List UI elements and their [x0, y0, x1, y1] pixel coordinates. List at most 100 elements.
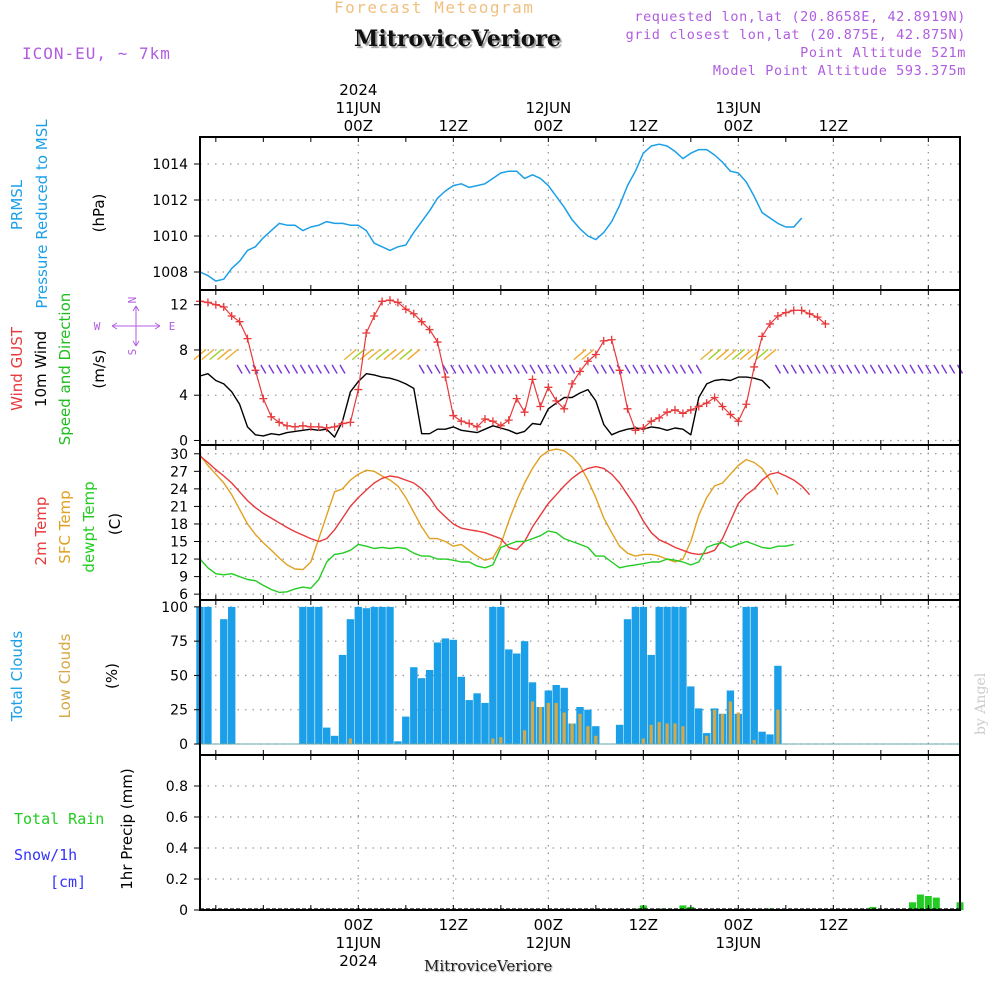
wind-gust-point [599, 336, 608, 345]
rain-bar [679, 905, 687, 910]
2m-temp-label: 2m Temp [32, 497, 50, 566]
wind-direction-arrow [283, 364, 291, 374]
wind-gust-point [758, 332, 767, 341]
wind-direction-arrow [917, 364, 924, 374]
y-tick-label: 0 [179, 903, 188, 919]
snow-legend: Snow/1h [14, 846, 77, 864]
wind-direction-arrow [201, 348, 215, 361]
time-label-bottom: 00Z [344, 916, 373, 934]
wind-gust-point [678, 409, 687, 418]
pressure-panel-frame [199, 136, 961, 291]
wind-gust-point [631, 426, 640, 435]
wind-direction-arrow [418, 364, 425, 374]
low-cloud-bar [348, 738, 352, 744]
wind-direction-arrow [225, 348, 239, 361]
wind-direction-arrow [391, 348, 405, 361]
time-label-top: 00Z [344, 117, 373, 135]
wind-gust-point [235, 317, 244, 326]
wind-direction-arrow [268, 364, 275, 374]
wind-gust-point [766, 319, 774, 328]
wind-gust-point [663, 408, 672, 417]
wind-direction-arrow [782, 364, 789, 374]
wind-direction-arrow [846, 364, 853, 374]
low-cloud-bar [665, 723, 669, 745]
compass-arrows-icon [111, 305, 161, 347]
wind-gust-point [568, 379, 577, 388]
plot-layer [194, 144, 964, 911]
total-cloud-bar [481, 702, 489, 745]
wind-direction-arrow [367, 348, 381, 361]
total-cloud-bar [362, 608, 370, 744]
wind-gust-point [544, 383, 553, 392]
time-label-bottom: 12Z [439, 916, 468, 934]
wind-dir-label: Speed and Direction [56, 293, 74, 446]
wind-direction-arrow [260, 364, 267, 374]
total-cloud-bar [378, 606, 386, 745]
wind-direction-arrow [399, 348, 413, 361]
wind-direction-arrow [545, 364, 552, 374]
wind-direction-arrow [466, 364, 473, 374]
total-cloud-bar [315, 606, 323, 745]
total-cloud-bar [330, 735, 339, 744]
wind-gust-point [528, 375, 537, 384]
y-tick-label: 75 [170, 634, 188, 650]
wind-direction-arrow [861, 364, 869, 374]
wind-direction-arrow [869, 364, 877, 374]
total-cloud-bar [505, 649, 513, 744]
wind-gust-point [362, 328, 371, 337]
total-cloud-bar [513, 653, 521, 744]
total-cloud-bar [323, 727, 331, 745]
total-cloud-bar [370, 606, 378, 745]
wind-direction-arrow [331, 364, 338, 374]
wind-direction-arrow [458, 364, 465, 374]
total-cloud-bar [465, 700, 473, 744]
time-label-bottom: 11JUN [335, 934, 381, 952]
pressure-label-long: Pressure Reduced to MSL [33, 119, 51, 309]
y-tick-label: 18 [170, 517, 188, 533]
time-label-top: 12JUN [525, 99, 571, 117]
wind-gust-point [449, 411, 458, 420]
y-tick-label: 0.2 [166, 872, 188, 888]
time-label-bottom: 13JUN [715, 934, 761, 952]
wind-gust-point [496, 421, 505, 430]
total-cloud-bar [338, 654, 347, 745]
wind-gust-point [481, 414, 489, 423]
wind-direction-arrow [790, 364, 797, 374]
wind-direction-arrow [343, 348, 357, 361]
wind-gust-point [512, 394, 521, 403]
wind-gust-point [671, 405, 679, 414]
wind-direction-arrow [561, 364, 568, 374]
wind-direction-arrow [679, 364, 687, 374]
info-requested: requested lon,lat (20.8658E, 42.8919N) [634, 9, 966, 25]
wind-gust-point [409, 309, 418, 318]
wind-direction-arrow [731, 348, 745, 361]
total-cloud-bar [615, 724, 624, 744]
low-cloud-bar [570, 723, 574, 745]
wind-direction-arrow [933, 364, 940, 374]
total-cloud-bar [299, 606, 307, 745]
wind-gust-point [781, 308, 790, 317]
wind-gust-point [457, 417, 466, 426]
wind-direction-arrow [687, 364, 694, 374]
wind-gust-point [576, 367, 584, 376]
wind-direction-arrow [941, 364, 948, 374]
y-tick-label: 1010 [152, 229, 188, 245]
wind-gust-point [639, 424, 648, 433]
y-tick-label: 27 [170, 464, 188, 480]
wind-gust-point [354, 385, 363, 394]
compass-west: W [94, 320, 101, 333]
wind-direction-arrow [624, 364, 631, 374]
wind-direction-arrow [236, 364, 243, 374]
temp-unit: (C) [106, 513, 124, 535]
total-cloud-bar [418, 678, 426, 744]
wind-gust-point [583, 357, 592, 366]
total-cloud-bar [449, 639, 457, 744]
wind-gust-point [655, 413, 664, 422]
low-cloud-bar [728, 701, 732, 744]
low-cloud-bar [752, 739, 756, 744]
wind-direction-arrow [632, 364, 639, 374]
location-title: MitroviceVeriore [354, 26, 561, 52]
low-cloud-bar [776, 709, 780, 744]
wind-direction-arrow [291, 364, 299, 374]
wind-gust-point [623, 404, 632, 413]
